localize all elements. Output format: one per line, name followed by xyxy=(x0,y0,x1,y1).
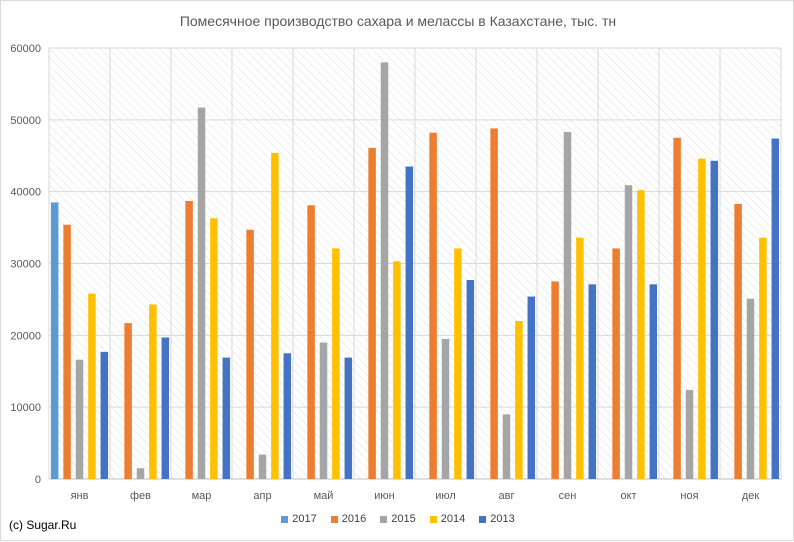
legend-item: 2015 xyxy=(380,513,416,525)
x-tick-label: июл xyxy=(435,490,456,502)
bar-2013-3 xyxy=(283,353,292,479)
credit-text: (c) Sugar.Ru xyxy=(9,518,77,532)
bar-2013-5 xyxy=(405,166,414,479)
bar-2014-5 xyxy=(393,261,401,479)
bar-2016-5 xyxy=(368,147,376,479)
bar-2015-2 xyxy=(197,107,206,480)
bar-2016-6 xyxy=(429,132,437,479)
bar-2016-11 xyxy=(734,203,742,479)
y-tick-label: 20000 xyxy=(10,330,41,342)
bar-2016-8 xyxy=(551,281,559,479)
bar-2013-10 xyxy=(710,160,719,479)
bar-2015-3 xyxy=(258,454,267,479)
y-tick-label: 10000 xyxy=(10,402,41,414)
legend-label: 2014 xyxy=(440,513,466,525)
bar-2015-7 xyxy=(502,414,511,479)
bar-2013-11 xyxy=(771,138,780,479)
bar-2014-6 xyxy=(454,248,462,479)
bar-2015-4 xyxy=(319,342,328,479)
bar-2013-1 xyxy=(161,337,170,479)
x-tick-label: апр xyxy=(253,490,271,502)
bar-2014-0 xyxy=(88,293,96,479)
bar-2015-5 xyxy=(380,62,389,480)
bar-2016-7 xyxy=(490,128,498,479)
bar-2013-2 xyxy=(222,357,231,479)
x-tick-label: мар xyxy=(192,490,212,502)
bar-2015-9 xyxy=(624,185,633,479)
bar-2015-11 xyxy=(746,298,755,479)
y-tick-label: 50000 xyxy=(10,115,41,127)
gridlines xyxy=(48,47,782,480)
bar-2016-10 xyxy=(673,137,681,480)
bar-2013-0 xyxy=(100,351,109,479)
x-axis-ticks: янв фев мар апр май июн июл авг сен окт ноя дек xyxy=(71,490,760,502)
bar-2016-2 xyxy=(185,201,193,479)
bar-2013-7 xyxy=(527,296,536,479)
x-tick-label: фев xyxy=(130,490,151,502)
legend-item: 2017 xyxy=(281,513,317,525)
bar-2015-8 xyxy=(563,132,572,480)
bar-2013-4 xyxy=(344,357,353,479)
y-tick-label: 30000 xyxy=(10,259,41,271)
bar-2015-0 xyxy=(75,359,84,479)
bar-2014-1 xyxy=(149,304,157,479)
y-tick-label: 0 xyxy=(35,474,41,486)
bar-2014-7 xyxy=(515,320,523,479)
legend-label: 2016 xyxy=(341,513,367,525)
y-tick-label: 60000 xyxy=(10,43,41,55)
bar-2016-4 xyxy=(307,205,315,479)
x-tick-label: янв xyxy=(71,490,89,502)
legend: 2017 2016 2015 2014 2013 xyxy=(1,513,794,525)
legend-label: 2013 xyxy=(490,513,515,525)
legend-item: 2013 xyxy=(479,513,515,525)
bar-2014-10 xyxy=(698,158,706,479)
bar-2016-1 xyxy=(124,323,132,479)
x-tick-label: окт xyxy=(620,490,636,502)
x-tick-label: дек xyxy=(742,490,760,502)
y-axis-ticks: 0 10000 20000 30000 40000 50000 60000 xyxy=(10,43,41,486)
bar-2016-3 xyxy=(246,229,254,479)
bar-2014-4 xyxy=(332,248,340,479)
bar-2015-10 xyxy=(685,389,694,479)
legend-label: 2017 xyxy=(292,513,317,525)
legend-swatch xyxy=(479,515,487,523)
bar-2013-8 xyxy=(588,284,597,479)
bar-2014-2 xyxy=(210,218,218,479)
bars xyxy=(50,62,780,480)
x-tick-label: сен xyxy=(559,490,577,502)
bar-2014-9 xyxy=(637,190,645,480)
bar-2016-0 xyxy=(63,224,71,479)
bar-2016-9 xyxy=(612,248,620,479)
x-tick-label: авг xyxy=(499,490,515,502)
bar-2014-11 xyxy=(759,237,767,479)
bar-2013-9 xyxy=(649,284,658,479)
y-tick-label: 40000 xyxy=(10,187,41,199)
legend-item: 2016 xyxy=(330,513,367,525)
legend-swatch xyxy=(330,515,338,523)
bar-2015-1 xyxy=(136,468,145,479)
bar-2013-6 xyxy=(466,280,475,479)
x-tick-label: июн xyxy=(374,490,394,502)
bar-2017-0 xyxy=(50,202,59,479)
bar-2015-6 xyxy=(441,338,450,479)
legend-swatch xyxy=(281,515,289,523)
x-tick-label: май xyxy=(314,490,334,502)
bar-2014-3 xyxy=(271,152,279,479)
legend-label: 2015 xyxy=(391,513,416,525)
bar-2014-8 xyxy=(576,237,584,479)
legend-item: 2014 xyxy=(429,513,466,525)
legend-swatch xyxy=(429,515,437,523)
x-tick-label: ноя xyxy=(680,490,698,502)
legend-swatch xyxy=(380,515,388,523)
chart-title: Помесячное производство сахара и мелассы… xyxy=(179,13,617,29)
